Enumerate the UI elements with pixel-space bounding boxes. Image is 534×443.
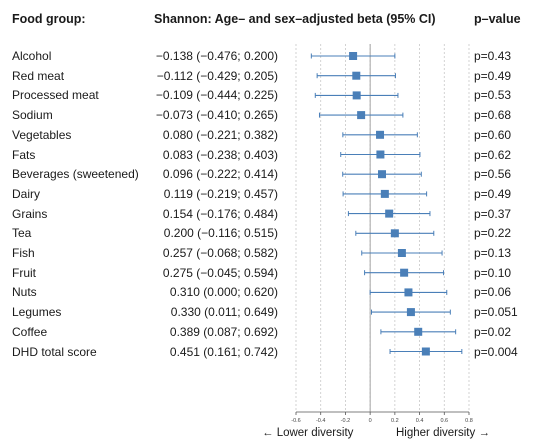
beta-estimate: 0.310 (0.000; 0.620) bbox=[169, 285, 278, 300]
beta-estimate: −0.138 (−0.476; 0.200) bbox=[155, 49, 278, 63]
pvalue-header: p–value bbox=[474, 12, 521, 26]
beta-estimate: 0.154 (−0.176; 0.484) bbox=[162, 206, 278, 221]
table-row: Legumes 0.330 (0.011; 0.649) p=0.051 bbox=[0, 303, 534, 323]
table-row: Sodium −0.073 (−0.410; 0.265) p=0.68 bbox=[0, 106, 534, 126]
p-value: p=0.051 bbox=[474, 305, 518, 320]
x-tick-label: 0.4 bbox=[416, 418, 424, 424]
table-row: Processed meat −0.109 (−0.444; 0.225) p=0.… bbox=[0, 86, 534, 106]
beta-estimate: 0.275 (−0.045; 0.594) bbox=[162, 265, 278, 280]
x-tick-label: 0 bbox=[369, 418, 372, 424]
higher-diversity-label: Higher diversity → bbox=[396, 427, 490, 439]
point-estimate bbox=[349, 52, 358, 60]
beta-estimate: 0.389 (0.087; 0.692) bbox=[169, 324, 278, 339]
point-estimate bbox=[357, 111, 366, 120]
p-value: p=0.53 bbox=[474, 88, 512, 103]
beta-estimate: −0.109 (−0.444; 0.225) bbox=[155, 88, 278, 103]
x-tick-label: -0.4 bbox=[316, 418, 325, 424]
p-value: p=0.06 bbox=[474, 285, 512, 300]
food-group-header: Food group: bbox=[12, 12, 86, 26]
food-group-label: Beverages (sweetened) bbox=[12, 167, 139, 182]
table-row: Coffee 0.389 (0.087; 0.692) p=0.02 bbox=[0, 323, 534, 343]
table-row: Red meat −0.112 (−0.429; 0.205) p=0.49 bbox=[0, 67, 534, 87]
table-row: Alcohol −0.138 (−0.476; 0.200) p=0.43 bbox=[0, 47, 534, 67]
beta-estimate: 0.119 (−0.219; 0.457) bbox=[163, 186, 278, 201]
beta-estimate: −0.112 (−0.429; 0.205) bbox=[156, 68, 278, 83]
beta-estimate: −0.073 (−0.410; 0.265) bbox=[155, 108, 278, 123]
table-row: Fats 0.083 (−0.238; 0.403) p=0.62 bbox=[0, 146, 534, 166]
point-estimate bbox=[390, 229, 399, 238]
table-row: DHD total score 0.451 (0.161; 0.742) p=0.0… bbox=[0, 343, 534, 363]
beta-estimate: 0.200 (−0.116; 0.515) bbox=[163, 226, 278, 241]
x-tick-label: 0.8 bbox=[465, 418, 473, 424]
food-group-label: Fats bbox=[12, 147, 36, 162]
food-group-label: Fruit bbox=[12, 265, 36, 280]
p-value: p=0.22 bbox=[474, 226, 512, 241]
food-group-label: Fish bbox=[12, 246, 35, 260]
food-group-label: Sodium bbox=[12, 108, 53, 123]
food-group-label: Dairy bbox=[12, 186, 41, 201]
p-value: p=0.02 bbox=[474, 324, 512, 339]
table-row: Dairy 0.119 (−0.219; 0.457) p=0.49 bbox=[0, 185, 534, 205]
point-estimate bbox=[376, 150, 385, 159]
p-value: p=0.68 bbox=[474, 108, 512, 123]
food-group-label: Tea bbox=[12, 226, 32, 241]
food-group-label: Coffee bbox=[12, 324, 48, 339]
lower-diversity-label: ← Lower diversity bbox=[262, 427, 354, 439]
point-estimate bbox=[352, 91, 361, 100]
point-estimate bbox=[421, 347, 430, 356]
point-estimate bbox=[406, 308, 415, 317]
p-value: p=0.60 bbox=[474, 127, 512, 142]
beta-estimate: 0.330 (0.011; 0.649) bbox=[170, 305, 278, 320]
food-group-label: Alcohol bbox=[12, 49, 52, 63]
beta-header: Shannon: Age– and sex–adjusted beta (95%… bbox=[154, 12, 436, 26]
x-tick-label: 0.2 bbox=[391, 418, 399, 424]
p-value: p=0.004 bbox=[474, 344, 518, 359]
food-group-label: Legumes bbox=[12, 305, 62, 320]
table-row: Tea 0.200 (−0.116; 0.515) p=0.22 bbox=[0, 224, 534, 244]
x-tick-label: -0.6 bbox=[291, 418, 300, 424]
point-estimate bbox=[376, 130, 385, 139]
beta-estimate: 0.083 (−0.238; 0.403) bbox=[162, 147, 278, 162]
p-value: p=0.43 bbox=[474, 49, 512, 63]
p-value: p=0.13 bbox=[474, 246, 512, 260]
p-value: p=0.37 bbox=[474, 206, 512, 221]
point-estimate bbox=[385, 209, 394, 218]
table-row: Vegetables 0.080 (−0.221; 0.382) p=0.60 bbox=[0, 126, 534, 146]
beta-estimate: 0.080 (−0.221; 0.382) bbox=[162, 127, 278, 142]
food-group-label: Nuts bbox=[12, 285, 37, 300]
table-row: Fruit 0.275 (−0.045; 0.594) p=0.10 bbox=[0, 264, 534, 284]
p-value: p=0.49 bbox=[474, 68, 512, 83]
point-estimate bbox=[378, 170, 387, 179]
point-estimate bbox=[352, 71, 361, 80]
table-row: Fish 0.257 (−0.068; 0.582) p=0.13 bbox=[0, 244, 534, 264]
food-group-label: Vegetables bbox=[12, 127, 72, 142]
table-row: Grains 0.154 (−0.176; 0.484) p=0.37 bbox=[0, 205, 534, 225]
beta-estimate: 0.257 (−0.068; 0.582) bbox=[162, 246, 278, 260]
food-group-label: Grains bbox=[12, 206, 48, 221]
p-value: p=0.10 bbox=[474, 265, 512, 280]
p-value: p=0.56 bbox=[474, 167, 512, 182]
point-estimate bbox=[380, 189, 389, 198]
beta-estimate: 0.451 (0.161; 0.742) bbox=[169, 344, 278, 359]
food-group-label: DHD total score bbox=[12, 344, 97, 359]
point-estimate bbox=[404, 288, 413, 297]
point-estimate bbox=[397, 249, 406, 257]
food-group-label: Processed meat bbox=[12, 88, 99, 103]
food-group-label: Red meat bbox=[12, 68, 65, 83]
point-estimate bbox=[400, 268, 409, 277]
table-row: Nuts 0.310 (0.000; 0.620) p=0.06 bbox=[0, 283, 534, 303]
table-row: Beverages (sweetened) 0.096 (−0.222; 0.41… bbox=[0, 165, 534, 185]
p-value: p=0.49 bbox=[474, 186, 512, 201]
p-value: p=0.62 bbox=[474, 147, 512, 162]
point-estimate bbox=[414, 327, 423, 336]
beta-estimate: 0.096 (−0.222; 0.414) bbox=[162, 167, 278, 182]
x-tick-label: -0.2 bbox=[341, 418, 350, 424]
x-tick-label: 0.6 bbox=[440, 418, 448, 424]
